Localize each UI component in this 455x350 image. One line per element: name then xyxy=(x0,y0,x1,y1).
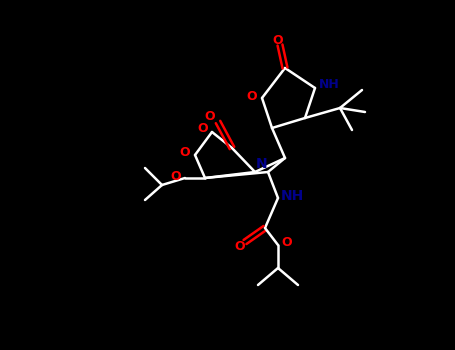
Text: N: N xyxy=(256,157,268,171)
Text: O: O xyxy=(197,122,208,135)
Text: O: O xyxy=(282,236,292,248)
Text: O: O xyxy=(235,240,245,253)
Text: O: O xyxy=(273,34,283,47)
Text: O: O xyxy=(205,111,215,124)
Text: O: O xyxy=(180,147,190,160)
Text: O: O xyxy=(171,169,181,182)
Text: NH: NH xyxy=(280,189,303,203)
Text: O: O xyxy=(247,90,258,103)
Text: NH: NH xyxy=(318,78,339,91)
